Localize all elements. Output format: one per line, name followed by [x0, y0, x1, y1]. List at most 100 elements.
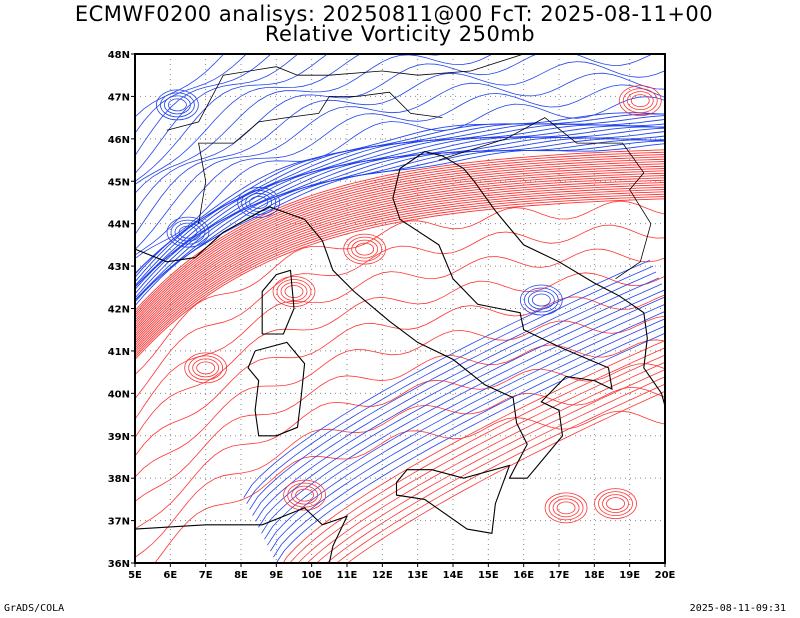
- vorticity-contour-positive: [336, 383, 665, 563]
- vorticity-eddy-contour: [170, 219, 206, 245]
- vorticity-eddy-contour: [280, 282, 308, 301]
- vorticity-contour-negative: [135, 54, 447, 185]
- country-border: [198, 91, 443, 224]
- vorticity-contour-positive: [135, 182, 665, 344]
- vorticity-contour-positive: [135, 170, 665, 333]
- coastline: [247, 341, 306, 437]
- vorticity-eddy-contour: [166, 216, 210, 248]
- vorticity-eddy-contour: [249, 196, 269, 209]
- lat-tick-label: 36N: [108, 559, 130, 570]
- coastlines: [135, 54, 665, 563]
- vorticity-eddy-contour: [159, 92, 195, 118]
- vorticity-eddy-contour: [548, 495, 584, 521]
- vorticity-contour-negative: [135, 54, 596, 194]
- title-line-1: ECMWF0200 analisys: 20250811@00 FcT: 202…: [74, 2, 714, 26]
- vorticity-eddy-contour: [163, 95, 191, 115]
- vorticity-contour-positive: [135, 224, 665, 400]
- vorticity-contour-positive: [135, 165, 665, 328]
- vorticity-eddy-contour: [552, 498, 580, 518]
- title-line-2: Relative Vorticity 250mb: [264, 22, 536, 46]
- lon-tick-label: 7E: [199, 570, 213, 581]
- vorticity-contour-positive: [325, 376, 665, 563]
- lat-tick-label: 38N: [108, 474, 130, 485]
- vorticity-contour-positive: [135, 339, 665, 502]
- vorticity-eddy-contour: [245, 193, 273, 212]
- vorticity-contour-positive: [135, 294, 665, 457]
- vorticity-eddy-contour: [196, 361, 216, 375]
- lat-tick-label: 45N: [108, 177, 130, 188]
- vorticity-contour-negative: [135, 61, 665, 236]
- vorticity-eddy-contour: [351, 239, 379, 259]
- lon-tick-label: 11E: [337, 570, 358, 581]
- lat-tick-label: 48N: [108, 50, 130, 61]
- vorticity-contour-negative: [135, 84, 665, 256]
- lon-tick-label: 16E: [513, 570, 534, 581]
- vorticity-contour-negative: [135, 139, 665, 301]
- vorticity-eddy-contour: [626, 91, 654, 111]
- vorticity-contour-positive: [135, 154, 665, 316]
- vorticity-contour-positive: [135, 168, 665, 330]
- lat-tick-label: 43N: [108, 262, 130, 273]
- vorticity-eddy-contour: [622, 88, 658, 114]
- vorticity-contour-negative: [135, 54, 299, 175]
- vorticity-contour-positive: [135, 272, 665, 439]
- vorticity-contour-negative: [135, 54, 272, 157]
- lon-tick-label: 5E: [128, 570, 142, 581]
- coastline: [261, 269, 295, 335]
- vorticity-contour-positive: [135, 186, 665, 349]
- vorticity-eddy-contour: [276, 279, 312, 304]
- vorticity-contour-negative: [135, 54, 225, 118]
- vorticity-eddy-contour: [556, 501, 576, 515]
- lat-tick-label: 40N: [108, 389, 130, 400]
- vorticity-eddy-contour: [287, 482, 323, 508]
- country-border: [438, 117, 652, 280]
- vorticity-contour-negative: [135, 54, 328, 182]
- coastline: [135, 507, 349, 563]
- vorticity-eddy-contour: [527, 290, 555, 310]
- lon-tick-label: 8E: [234, 570, 248, 581]
- vorticity-contour-negative: [258, 289, 665, 528]
- vorticity-contour-negative: [264, 303, 665, 540]
- coastline: [395, 464, 511, 534]
- vorticity-contour-negative: [135, 112, 665, 275]
- vorticity-contour-positive: [135, 198, 665, 361]
- vorticity-eddy-contour: [184, 352, 228, 384]
- vorticity-contour-positive: [306, 361, 665, 563]
- vorticity-eddy-contour: [284, 285, 304, 298]
- vorticity-eddy-contour: [606, 497, 625, 511]
- vorticity-eddy-contour: [174, 222, 202, 242]
- vorticity-contour-negative: [135, 96, 665, 260]
- vorticity-eddy-contour: [343, 233, 387, 265]
- vorticity-eddy-contour: [544, 492, 588, 524]
- vorticity-eddy-contour: [602, 494, 629, 514]
- vorticity-eddy-contour: [283, 479, 327, 511]
- vorticity-contour-positive: [135, 172, 665, 335]
- lon-tick-label: 20E: [655, 570, 676, 581]
- latitude-axis: 48N 47N 46N 45N 44N 43N 42N 41N 40N 39N 38N 37N 36N: [108, 50, 135, 570]
- vorticity-contour-negative: [135, 125, 665, 288]
- lat-tick-label: 46N: [108, 135, 130, 146]
- vorticity-contour-positive: [135, 184, 665, 347]
- vorticity-contour-positive: [135, 161, 665, 323]
- vorticity-eddy-contour: [155, 89, 199, 121]
- vorticity-contour-positive: [135, 163, 665, 326]
- vorticity-contour-negative: [135, 126, 665, 288]
- vorticity-contour-positive: [135, 156, 665, 319]
- vorticity-contour-positive: [135, 189, 665, 351]
- lon-tick-label: 19E: [619, 570, 640, 581]
- vorticity-contour-positive: [289, 347, 665, 563]
- vorticity-contour-negative: [135, 72, 665, 251]
- lon-tick-label: 9E: [269, 570, 283, 581]
- vorticity-contour-negative: [267, 311, 665, 546]
- vorticity-contour-positive: [135, 193, 665, 356]
- lat-tick-label: 42N: [108, 305, 130, 316]
- longitude-axis: 5E 6E 7E 8E 9E 10E 11E 12E 13E 14E 15E 16E 17E 18E 19E…: [128, 563, 676, 581]
- vorticity-eddy-contour: [519, 284, 563, 316]
- vorticity-eddy-contour: [178, 225, 198, 239]
- vorticity-contour-negative: [275, 332, 665, 563]
- vorticity-eddy-contour: [192, 358, 220, 378]
- lon-tick-label: 6E: [163, 570, 177, 581]
- vorticity-eddy-contour: [618, 85, 662, 117]
- vorticity-eddy-contour: [523, 287, 559, 313]
